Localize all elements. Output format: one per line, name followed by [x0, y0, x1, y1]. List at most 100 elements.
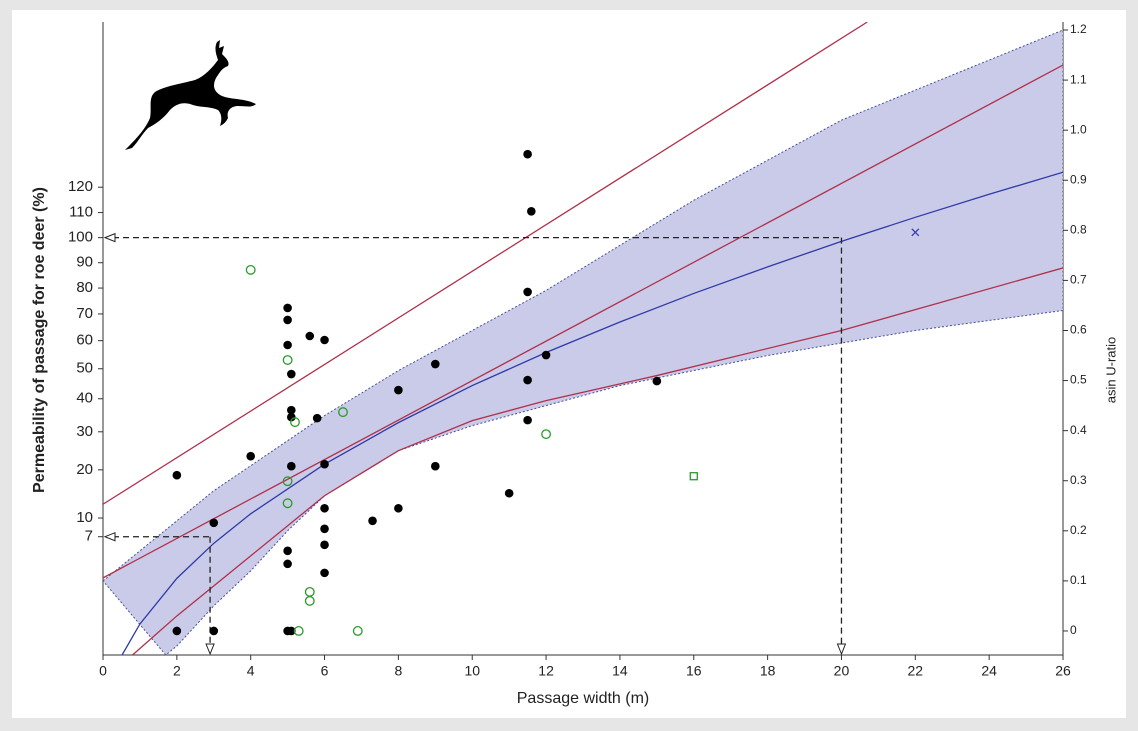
point [290, 417, 300, 428]
y-tick-label: 70 [76, 305, 93, 322]
y-tick-label: 10 [76, 509, 93, 526]
y-axis-title: Permeability of passage for roe deer (%) [31, 187, 48, 493]
y2-tick-label: 1.2 [1070, 22, 1087, 36]
arrowhead [205, 643, 215, 656]
x-tick-label: 24 [981, 663, 997, 679]
point [305, 331, 315, 341]
point [320, 524, 329, 534]
point [320, 568, 329, 578]
x-tick-label: 22 [908, 663, 924, 679]
point [282, 476, 293, 487]
x-tick-label: 4 [247, 663, 255, 679]
point [283, 546, 292, 556]
point [911, 228, 920, 237]
y2-tick-label: 1.0 [1070, 122, 1087, 136]
y-tick-label: 90 [76, 254, 93, 271]
point [541, 429, 552, 440]
point [287, 369, 296, 379]
point [338, 407, 348, 418]
y2-tick-label: 0.2 [1070, 523, 1087, 537]
point [304, 595, 315, 606]
arrowhead [836, 643, 847, 656]
y-tick-label: 110 [69, 204, 93, 221]
y-tick-label: 20 [76, 461, 93, 478]
point [394, 503, 403, 513]
point [293, 626, 304, 636]
y-tick-label: 100 [68, 229, 93, 246]
y2-tick-label: 0.5 [1070, 373, 1087, 387]
point [209, 626, 219, 636]
plot-area [103, 22, 1063, 655]
point [172, 626, 182, 636]
point [320, 335, 329, 345]
point [282, 355, 293, 365]
deer-icon [125, 40, 256, 150]
point [689, 472, 698, 481]
point [287, 405, 296, 415]
x-tick-label: 16 [686, 663, 702, 679]
fit-line [132, 267, 1063, 655]
x-tick-label: 18 [760, 663, 776, 679]
point [287, 626, 296, 636]
y2-tick-label: 0 [1070, 623, 1077, 637]
point [504, 488, 514, 498]
y2-tick-label: 0.3 [1070, 473, 1087, 487]
y2-tick-label: 0.6 [1070, 323, 1087, 337]
x-tick-label: 8 [394, 663, 402, 679]
point [283, 303, 292, 313]
x-tick-label: 12 [538, 663, 554, 679]
point [287, 412, 296, 422]
point [652, 376, 662, 386]
y2-tick-label: 0.9 [1070, 172, 1087, 186]
point [320, 540, 329, 550]
x-tick-label: 20 [834, 663, 850, 679]
fit-line [103, 64, 1063, 579]
point [283, 315, 292, 325]
point [352, 626, 363, 636]
y-tick-label: 80 [76, 279, 93, 296]
point [283, 559, 292, 569]
y2-tick-label: 0.4 [1070, 423, 1087, 437]
x-tick-label: 14 [612, 663, 628, 679]
point [246, 451, 255, 461]
fit-line [103, 22, 868, 505]
point [283, 340, 292, 350]
y-tick-label: 40 [76, 390, 93, 407]
x-axis-title: Passage width (m) [517, 690, 650, 707]
point [394, 385, 403, 395]
y2-tick-label: 0.7 [1070, 273, 1087, 287]
fit-line [121, 171, 1063, 655]
x-tick-label: 6 [321, 663, 329, 679]
y-tick-label: 120 [68, 178, 93, 195]
x-tick-label: 10 [464, 663, 480, 679]
point [320, 459, 329, 469]
point [523, 375, 532, 385]
point [431, 461, 440, 471]
point [287, 461, 296, 471]
x-tick-label: 0 [99, 663, 107, 679]
point [245, 264, 256, 275]
y2-axis-title: asin U-ratio [1103, 337, 1118, 403]
point [523, 149, 532, 159]
point [523, 415, 532, 425]
x-tick-label: 26 [1055, 663, 1071, 679]
y-tick-label: 60 [76, 332, 93, 349]
point [209, 518, 219, 528]
y2-tick-label: 1.1 [1070, 72, 1087, 86]
confidence-band [103, 29, 1063, 655]
y2-tick-label: 0.8 [1070, 223, 1087, 237]
y2-tick-label: 0.1 [1070, 573, 1087, 587]
point [527, 206, 536, 216]
point [523, 287, 532, 297]
point [172, 470, 182, 480]
point [282, 498, 293, 509]
point [431, 359, 440, 369]
point [320, 503, 329, 513]
x-tick-label: 2 [173, 663, 181, 679]
arrowhead [103, 232, 116, 243]
y-tick-label: 7 [85, 528, 93, 545]
arrowhead [103, 531, 116, 542]
point [312, 413, 322, 423]
y-tick-label: 50 [76, 360, 93, 377]
